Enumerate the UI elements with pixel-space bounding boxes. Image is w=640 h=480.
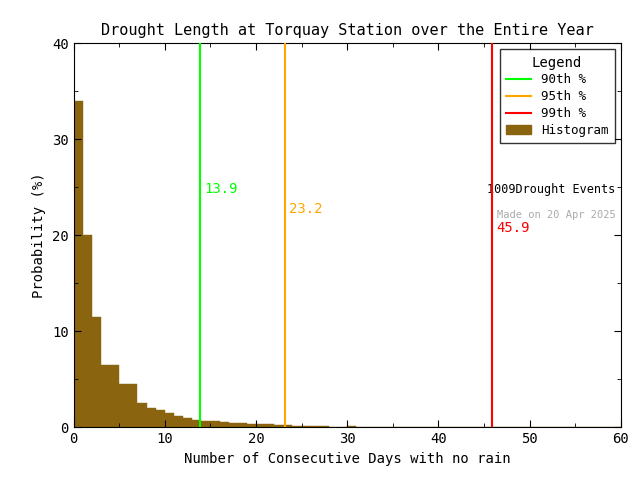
Bar — [183, 418, 192, 427]
Bar — [110, 365, 119, 427]
Bar — [320, 426, 329, 427]
Bar — [83, 235, 92, 427]
Bar — [165, 413, 174, 427]
Bar — [256, 424, 265, 427]
Bar — [211, 421, 220, 427]
Bar — [119, 384, 128, 427]
Text: 13.9: 13.9 — [204, 182, 237, 196]
Bar — [284, 425, 292, 427]
Bar — [292, 426, 301, 427]
Bar — [238, 423, 247, 427]
Bar — [275, 425, 284, 427]
Text: 45.9: 45.9 — [496, 221, 529, 235]
Bar — [101, 365, 110, 427]
Bar — [347, 426, 356, 427]
Text: Made on 20 Apr 2025: Made on 20 Apr 2025 — [497, 210, 615, 220]
Bar — [220, 422, 228, 427]
Bar — [92, 317, 101, 427]
Bar — [311, 426, 320, 427]
Bar — [265, 424, 275, 427]
Bar — [128, 384, 138, 427]
Bar — [228, 423, 238, 427]
Bar — [138, 403, 147, 427]
Bar — [174, 416, 183, 427]
Text: 23.2: 23.2 — [289, 202, 323, 216]
Y-axis label: Probability (%): Probability (%) — [33, 172, 47, 298]
Bar — [147, 408, 156, 427]
Legend: 90th %, 95th %, 99th %, Histogram: 90th %, 95th %, 99th %, Histogram — [500, 49, 614, 143]
Bar — [74, 101, 83, 427]
X-axis label: Number of Consecutive Days with no rain: Number of Consecutive Days with no rain — [184, 452, 511, 466]
Bar — [247, 424, 256, 427]
Bar — [201, 421, 211, 427]
Title: Drought Length at Torquay Station over the Entire Year: Drought Length at Torquay Station over t… — [101, 23, 593, 38]
Bar — [156, 410, 165, 427]
Bar — [301, 426, 311, 427]
Bar — [192, 420, 201, 427]
Text: 1009Drought Events: 1009Drought Events — [487, 183, 615, 196]
